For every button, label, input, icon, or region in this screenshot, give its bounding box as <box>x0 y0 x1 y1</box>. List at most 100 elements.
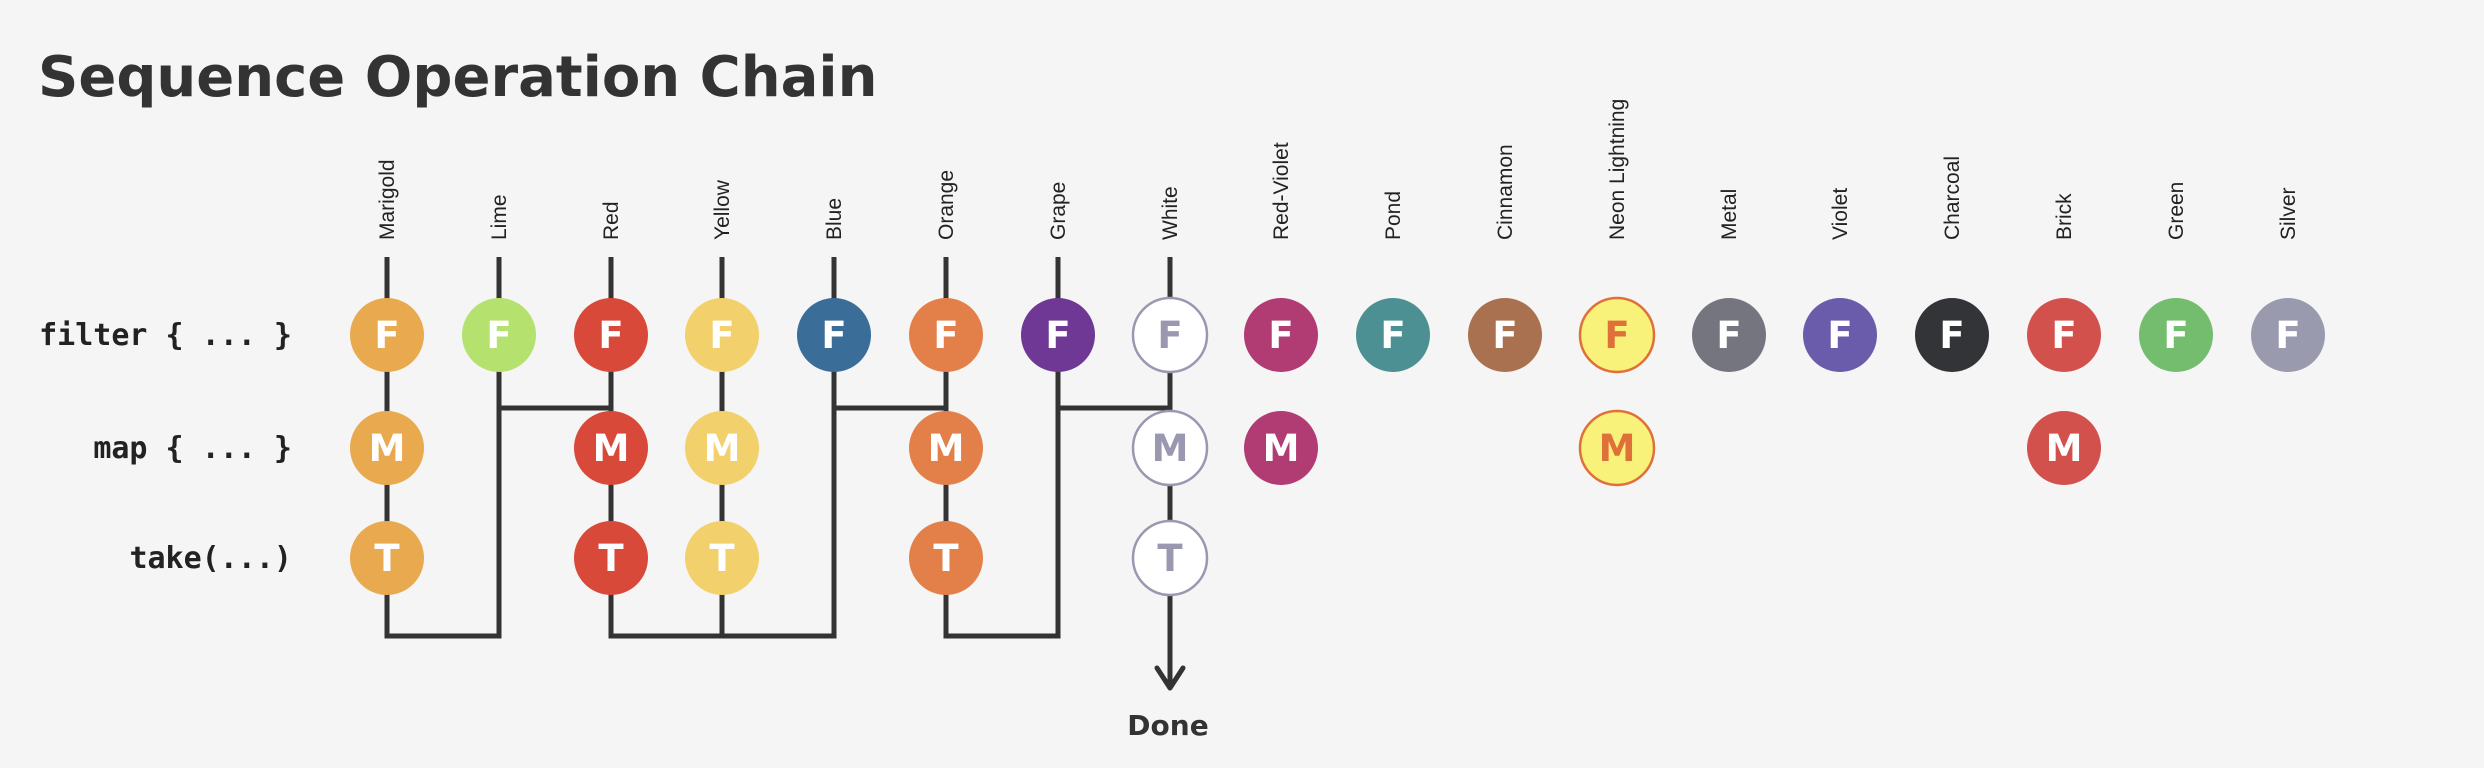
filter-node-metal: F <box>1692 298 1766 372</box>
node-letter: T <box>598 537 624 580</box>
column-label: Lime <box>488 194 511 240</box>
column-grape: Grape F <box>1021 182 1095 372</box>
column-red-violet: Red-Violet F M <box>1244 142 1318 485</box>
column-label: Red-Violet <box>1270 142 1293 240</box>
node-letter: F <box>1716 314 1741 357</box>
column-silver: Silver F <box>2251 187 2325 372</box>
node-letter: M <box>704 427 741 470</box>
node-letter: F <box>1939 314 1964 357</box>
map-node-marigold: M <box>350 411 424 485</box>
node-letter: F <box>2051 314 2076 357</box>
node-circle <box>2027 298 2101 372</box>
node-letter: F <box>598 314 623 357</box>
node-circle <box>1468 298 1542 372</box>
column-label: Brick <box>2053 193 2076 240</box>
node-circle <box>1578 409 1656 487</box>
filter-node-red-violet: F <box>1244 298 1318 372</box>
node-circle <box>350 411 424 485</box>
column-white: White F M T <box>1131 186 1209 597</box>
filter-node-cinnamon: F <box>1468 298 1542 372</box>
done-label: Done <box>1127 709 1208 742</box>
map-node-yellow: M <box>685 411 759 485</box>
column-label: White <box>1159 186 1182 240</box>
filter-node-charcoal: F <box>1915 298 1989 372</box>
node-letter: F <box>374 314 399 357</box>
column-label: Red <box>600 201 623 240</box>
map-node-brick: M <box>2027 411 2101 485</box>
node-letter: F <box>1380 314 1405 357</box>
node-circle <box>1578 296 1656 374</box>
columns: MarigoldFMTLimeFRedFMTYellowFMTBlueFOran… <box>350 99 2325 597</box>
filter-node-orange: F <box>909 298 983 372</box>
column-lime: Lime F <box>462 194 536 372</box>
node-circle <box>909 521 983 595</box>
node-letter: F <box>1492 314 1517 357</box>
column-brick: Brick F M <box>2027 193 2101 485</box>
column-label: Green <box>2165 182 2188 240</box>
node-letter: M <box>2046 427 2083 470</box>
column-orange: Orange F M T <box>909 170 983 595</box>
node-circle <box>574 298 648 372</box>
take-node-white: T <box>1131 519 1209 597</box>
filter-node-white: F <box>1131 296 1209 374</box>
node-letter: F <box>709 314 734 357</box>
node-letter: F <box>1157 314 1182 357</box>
row-labels: filter { ... } map { ... } take(...) <box>39 318 292 576</box>
filter-node-silver: F <box>2251 298 2325 372</box>
node-letter: M <box>1263 427 1300 470</box>
column-label: Cinnamon <box>1494 144 1517 240</box>
filter-node-lime: F <box>462 298 536 372</box>
node-letter: F <box>1045 314 1070 357</box>
node-circle <box>909 298 983 372</box>
node-letter: F <box>933 314 958 357</box>
take-node-red: T <box>574 521 648 595</box>
column-label: Metal <box>1718 189 1741 240</box>
column-label: Grape <box>1047 182 1070 240</box>
column-label: Yellow <box>711 179 734 240</box>
node-circle <box>1021 298 1095 372</box>
filter-node-pond: F <box>1356 298 1430 372</box>
node-letter: M <box>928 427 965 470</box>
map-node-red-violet: M <box>1244 411 1318 485</box>
node-letter: M <box>593 427 630 470</box>
node-circle <box>1131 296 1209 374</box>
node-letter: T <box>933 537 959 580</box>
filter-node-grape: F <box>1021 298 1095 372</box>
node-circle <box>797 298 871 372</box>
filter-node-neon-lightning: F <box>1578 296 1656 374</box>
column-blue: Blue F <box>797 198 871 372</box>
node-circle <box>1915 298 1989 372</box>
take-node-yellow: T <box>685 521 759 595</box>
node-circle <box>1131 409 1209 487</box>
node-letter: T <box>374 537 400 580</box>
arrow-down-icon <box>1154 665 1186 691</box>
node-letter: F <box>2163 314 2188 357</box>
column-yellow: Yellow F M T <box>685 179 759 595</box>
column-pond: Pond F <box>1356 191 1430 372</box>
column-label: Orange <box>935 170 958 240</box>
column-metal: Metal F <box>1692 189 1766 372</box>
column-neon-lightning: Neon Lightning F M <box>1578 99 1656 487</box>
column-label: Silver <box>2277 187 2300 240</box>
node-letter: F <box>821 314 846 357</box>
map-node-red: M <box>574 411 648 485</box>
filter-node-blue: F <box>797 298 871 372</box>
node-circle <box>1131 519 1209 597</box>
filter-node-green: F <box>2139 298 2213 372</box>
node-circle <box>350 521 424 595</box>
node-circle <box>1244 411 1318 485</box>
column-label: Marigold <box>376 159 399 240</box>
node-circle <box>909 411 983 485</box>
node-letter: F <box>2275 314 2300 357</box>
node-circle <box>350 298 424 372</box>
row-label-filter: filter { ... } <box>39 318 292 353</box>
filter-node-brick: F <box>2027 298 2101 372</box>
node-letter: T <box>709 537 735 580</box>
node-letter: F <box>1268 314 1293 357</box>
filter-node-red: F <box>574 298 648 372</box>
column-charcoal: Charcoal F <box>1915 156 1989 372</box>
node-circle <box>462 298 536 372</box>
column-label: Pond <box>1382 191 1405 240</box>
page-title: Sequence Operation Chain <box>38 45 877 110</box>
